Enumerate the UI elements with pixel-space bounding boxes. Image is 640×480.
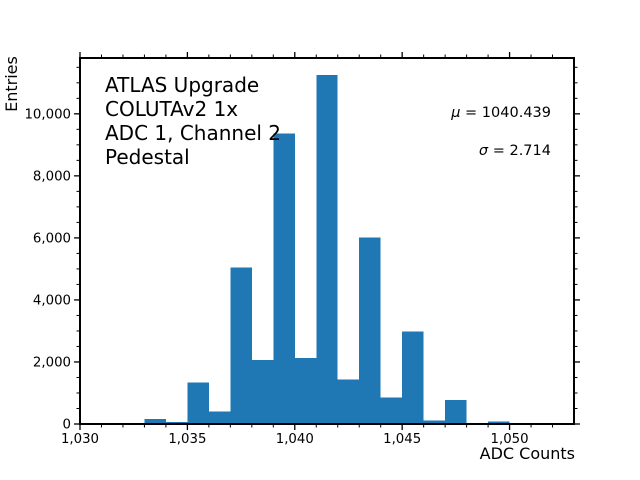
histogram-bar (273, 133, 295, 424)
histogram-bar (187, 382, 209, 424)
mu-value: = 1040.439 (460, 105, 551, 121)
y-tick-label: 10,000 (24, 107, 71, 122)
histogram-bar (165, 422, 188, 424)
sigma-stat: σ = 2.714 (479, 143, 551, 159)
annotation-line-1: ATLAS Upgrade (105, 73, 259, 97)
y-tick-label: 8,000 (33, 169, 71, 184)
mu-symbol: μ (450, 105, 460, 121)
histogram-bar (337, 379, 360, 424)
histogram-bar (359, 237, 381, 424)
x-axis-label: ADC Counts (480, 444, 575, 463)
axis-tick-labels: 1,030 1,035 1,040 1,045 1,050 0 2,000 4,000 6,00… (24, 107, 528, 447)
x-tick-label: 1,030 (61, 432, 99, 447)
y-axis-label: Entries (2, 56, 21, 112)
annotation-line-3: ADC 1, Channel 2 (105, 121, 281, 145)
y-tick-label: 0 (63, 418, 71, 433)
x-tick-label: 1,045 (383, 432, 421, 447)
histogram-bars (144, 75, 510, 424)
x-tick-label: 1,050 (491, 432, 529, 447)
y-tick-label: 4,000 (33, 293, 71, 308)
sigma-symbol: σ (479, 143, 489, 159)
x-tick-label: 1,040 (276, 432, 314, 447)
x-tick-label: 1,035 (168, 432, 206, 447)
histogram-bar (294, 357, 317, 424)
y-tick-label: 2,000 (33, 355, 71, 370)
histogram-bar (316, 75, 338, 424)
annotation-line-4: Pedestal (105, 145, 190, 169)
mu-stat: μ = 1040.439 (450, 105, 551, 121)
axes-spines (79, 57, 575, 425)
stats-block: μ = 1040.439 σ = 2.714 (450, 105, 551, 159)
annotation-line-2: COLUTAv2 1x (105, 97, 238, 121)
y-tick-label: 6,000 (33, 231, 71, 246)
histogram-bar (230, 267, 252, 424)
histogram-bar (445, 400, 467, 424)
histogram-bar (423, 420, 446, 424)
sigma-value: = 2.714 (488, 143, 551, 159)
histogram-bar (144, 419, 166, 424)
histogram-bar (380, 397, 403, 424)
histogram-bar (208, 411, 231, 424)
histogram-bar (488, 421, 510, 424)
annotation-block: ATLAS Upgrade COLUTAv2 1x ADC 1, Channel… (105, 73, 281, 169)
histogram-bar (402, 331, 424, 424)
histogram-bar (251, 360, 274, 424)
